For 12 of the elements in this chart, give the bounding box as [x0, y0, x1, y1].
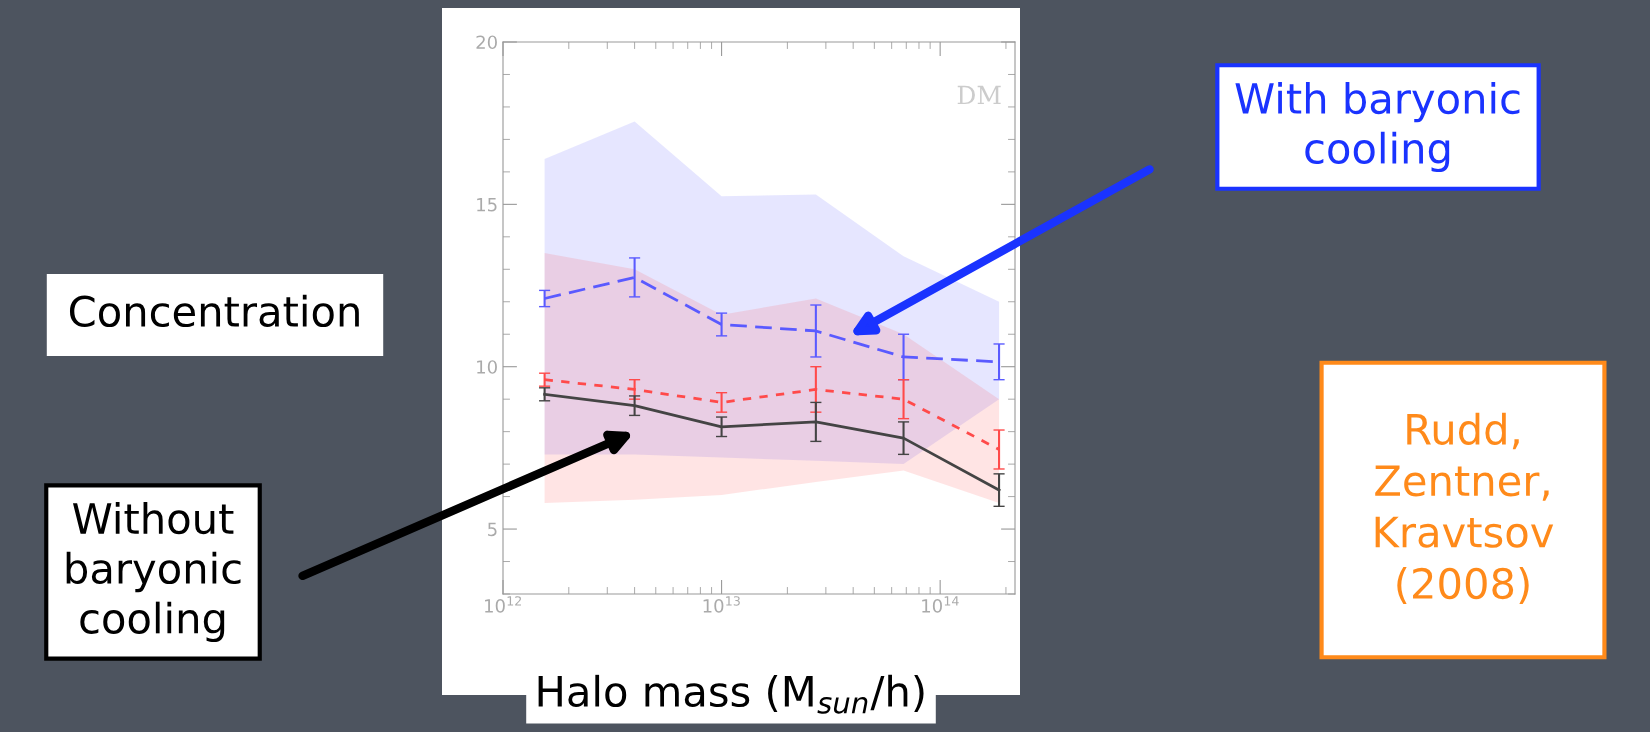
- text: Rudd, Zentner, Kravtsov (2008): [1375, 412, 1554, 605]
- x-tick-label: 10$^{12}$: [485, 596, 522, 613]
- y-tick-label: 10: [477, 360, 497, 374]
- y-tick-label: 15: [477, 198, 497, 212]
- x-axis-title: Halo mass (M$_{sun}$/h): [538, 674, 924, 714]
- x-tick-label: 10$^{14}$: [922, 596, 959, 613]
- text: With baryonic cooling: [1235, 81, 1520, 173]
- y-tick-label: 5: [488, 522, 497, 537]
- y-tick-label: 20: [476, 35, 497, 50]
- y-axis-title: Concentration: [69, 294, 359, 328]
- text: Without baryonic cooling: [66, 502, 241, 642]
- x-tick-label: 10$^{13}$: [703, 596, 740, 613]
